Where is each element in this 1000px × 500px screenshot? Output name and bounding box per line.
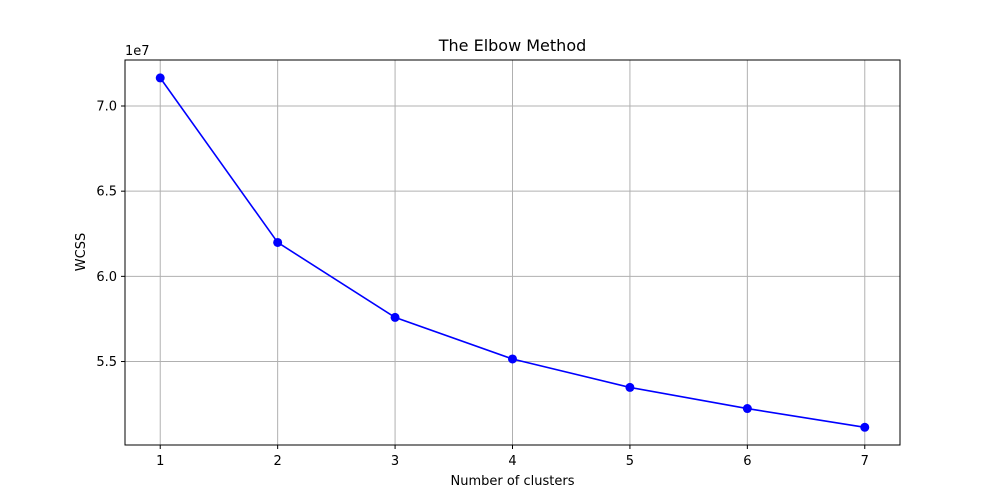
y-tick-label: 7.0	[96, 99, 117, 114]
x-tick-label: 2	[274, 454, 282, 469]
x-tick-label: 3	[391, 454, 399, 469]
chart-title: The Elbow Method	[438, 36, 587, 55]
x-axis-title: Number of clusters	[450, 474, 574, 489]
y-tick-label: 6.5	[96, 185, 117, 200]
y-tick-label: 6.0	[96, 270, 117, 285]
plot-frame	[124, 59, 901, 446]
y-offset-label: 1e7	[125, 44, 150, 59]
y-tick-label: 5.5	[96, 355, 117, 370]
data-point	[625, 382, 635, 392]
y-tick-labels: 5.5 6.0 6.5 7.0	[96, 99, 117, 370]
x-tick-label: 7	[861, 454, 869, 469]
data-point	[390, 312, 400, 322]
grid-lines	[125, 60, 900, 445]
series-group	[155, 73, 870, 432]
x-tick-label: 6	[743, 454, 751, 469]
data-point	[508, 354, 517, 364]
x-tick-label: 1	[156, 454, 164, 469]
x-tick-label: 5	[626, 454, 634, 469]
data-point	[860, 422, 870, 432]
x-tick-label: 4	[508, 454, 516, 469]
y-axis-title: WCSS	[74, 233, 89, 271]
tick-marks	[121, 105, 866, 449]
x-tick-labels: 1 2 3 4 5 6 7	[156, 454, 869, 469]
data-point	[742, 404, 752, 414]
data-point	[155, 73, 165, 83]
data-point	[273, 237, 283, 247]
